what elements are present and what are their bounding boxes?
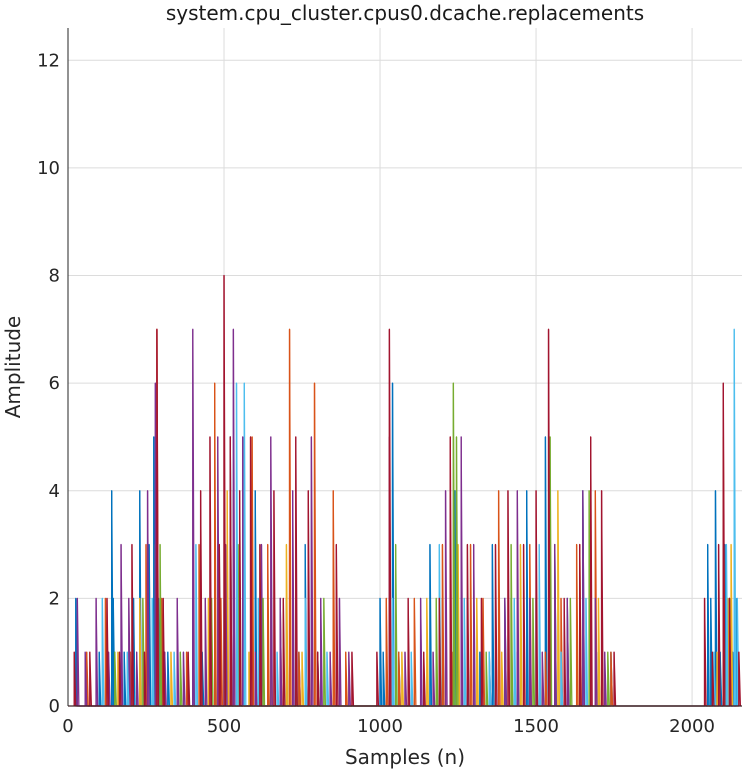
series-1: [75, 382, 738, 707]
y-axis-label: Amplitude: [1, 316, 25, 419]
y-tick-label: 2: [49, 588, 60, 609]
x-axis-label: Samples (n): [345, 745, 465, 769]
tick-labels: 0 2 4 6 8 10 12 0 500 1000 1500 2000: [37, 50, 715, 737]
x-tick-label: 1000: [357, 716, 403, 737]
grid: [67, 28, 742, 707]
series-5: [114, 382, 610, 707]
y-tick-label: 6: [49, 373, 60, 394]
x-tick-label: 500: [207, 716, 241, 737]
axes: [67, 28, 742, 707]
x-tick-label: 0: [62, 716, 73, 737]
x-tick-label: 2000: [669, 716, 715, 737]
y-tick-label: 10: [37, 158, 60, 179]
y-tick-label: 0: [49, 696, 60, 717]
y-tick-label: 8: [49, 266, 60, 287]
y-tick-label: 4: [49, 481, 60, 502]
x-tick-label: 1500: [513, 716, 559, 737]
series-line: [75, 382, 738, 707]
chart-title: system.cpu_cluster.cpus0.dcache.replacem…: [166, 1, 644, 25]
y-tick-label: 12: [37, 50, 60, 71]
series-line: [114, 382, 610, 707]
